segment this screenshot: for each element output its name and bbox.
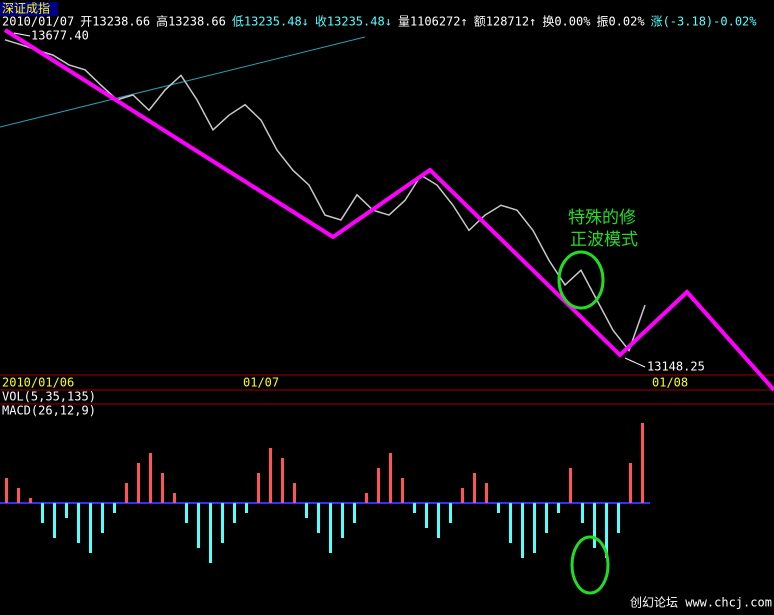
macd-bar <box>209 503 212 563</box>
highlight <box>570 535 610 595</box>
macd-bar <box>389 453 392 503</box>
trend-line <box>0 36 366 128</box>
highlight <box>557 250 605 310</box>
low-label: 13148.25 <box>647 360 705 374</box>
macd-bar <box>581 503 584 523</box>
macd-bar <box>149 453 152 503</box>
macd-bar <box>65 503 68 518</box>
header-field: 振0.02% <box>596 15 645 29</box>
macd-bar <box>593 503 596 548</box>
annotation: 正波模式 <box>570 230 638 250</box>
macd-bar <box>461 488 464 503</box>
macd-bar <box>497 503 500 513</box>
watermark: 创幻论坛 www.chcj.com <box>630 596 772 610</box>
x-label: 2010/01/06 <box>2 376 74 390</box>
macd-bar <box>473 473 476 503</box>
high-label: 13677.40 <box>31 29 89 43</box>
leader <box>624 357 646 368</box>
macd-bar <box>629 463 632 503</box>
macd-bar <box>533 503 536 553</box>
macd-bar <box>29 498 32 503</box>
wave-line <box>3 28 774 392</box>
macd-bar <box>245 503 248 513</box>
header-field: 量1106272↑ <box>398 15 468 29</box>
macd-bar <box>185 503 188 523</box>
macd-bar <box>221 503 224 543</box>
header-field: 高13238.66 <box>156 14 226 29</box>
macd-bar <box>545 503 548 533</box>
header-field: 涨(-3.18)-0.02% <box>651 14 758 29</box>
macd-bar <box>485 483 488 503</box>
macd-panel <box>0 423 650 563</box>
macd-bar <box>641 423 644 503</box>
leader <box>13 32 31 37</box>
header-field: 开13238.66 <box>80 15 150 29</box>
macd-bar <box>77 503 80 543</box>
macd-bar <box>401 478 404 503</box>
macd-bar <box>353 503 356 523</box>
macd-bar <box>5 478 8 503</box>
macd-bar <box>413 503 416 513</box>
symbol-box <box>0 2 58 16</box>
x-label: 01/07 <box>243 376 279 390</box>
macd-bar <box>569 468 572 503</box>
macd-bar <box>161 473 164 503</box>
macd-bar <box>377 468 380 503</box>
vol-label: VOL(5,35,135) <box>2 390 96 404</box>
macd-bar <box>41 503 44 523</box>
header-field: 低13235.48↓ <box>232 15 309 29</box>
macd-bar <box>341 503 344 538</box>
macd-bar <box>557 503 560 513</box>
x-label: 01/08 <box>652 376 688 390</box>
macd-bar <box>17 488 20 503</box>
header-field: 收13235.48↓ <box>315 15 392 29</box>
macd-bar <box>113 503 116 513</box>
macd-bar <box>521 503 524 558</box>
macd-bar <box>101 503 104 533</box>
macd-bar <box>365 493 368 503</box>
macd-bar <box>617 503 620 533</box>
annotation: 特殊的修 <box>568 208 636 228</box>
macd-bar <box>173 493 176 503</box>
macd-bar <box>257 473 260 503</box>
macd-bar <box>293 483 296 503</box>
macd-bar <box>605 503 608 558</box>
macd-bar <box>449 503 452 523</box>
macd-bar <box>281 458 284 503</box>
macd-bar <box>425 503 428 528</box>
symbol: 深证成指 <box>2 1 50 16</box>
macd-bar <box>269 448 272 503</box>
macd-bar <box>125 483 128 503</box>
macd-bar <box>317 503 320 533</box>
header-field: 2010/01/07 <box>2 15 74 29</box>
macd-bar <box>305 503 308 518</box>
header-field: 换0.00% <box>542 15 591 29</box>
macd-bar <box>53 503 56 538</box>
macd-bar <box>89 503 92 553</box>
macd-bar <box>509 503 512 543</box>
macd-bar <box>437 503 440 538</box>
macd-bar <box>233 503 236 523</box>
macd-label: MACD(26,12,9) <box>2 404 96 418</box>
header-field: 额128712↑ <box>474 15 537 29</box>
macd-bar <box>197 503 200 548</box>
macd-bar <box>137 463 140 503</box>
macd-bar <box>329 503 332 553</box>
